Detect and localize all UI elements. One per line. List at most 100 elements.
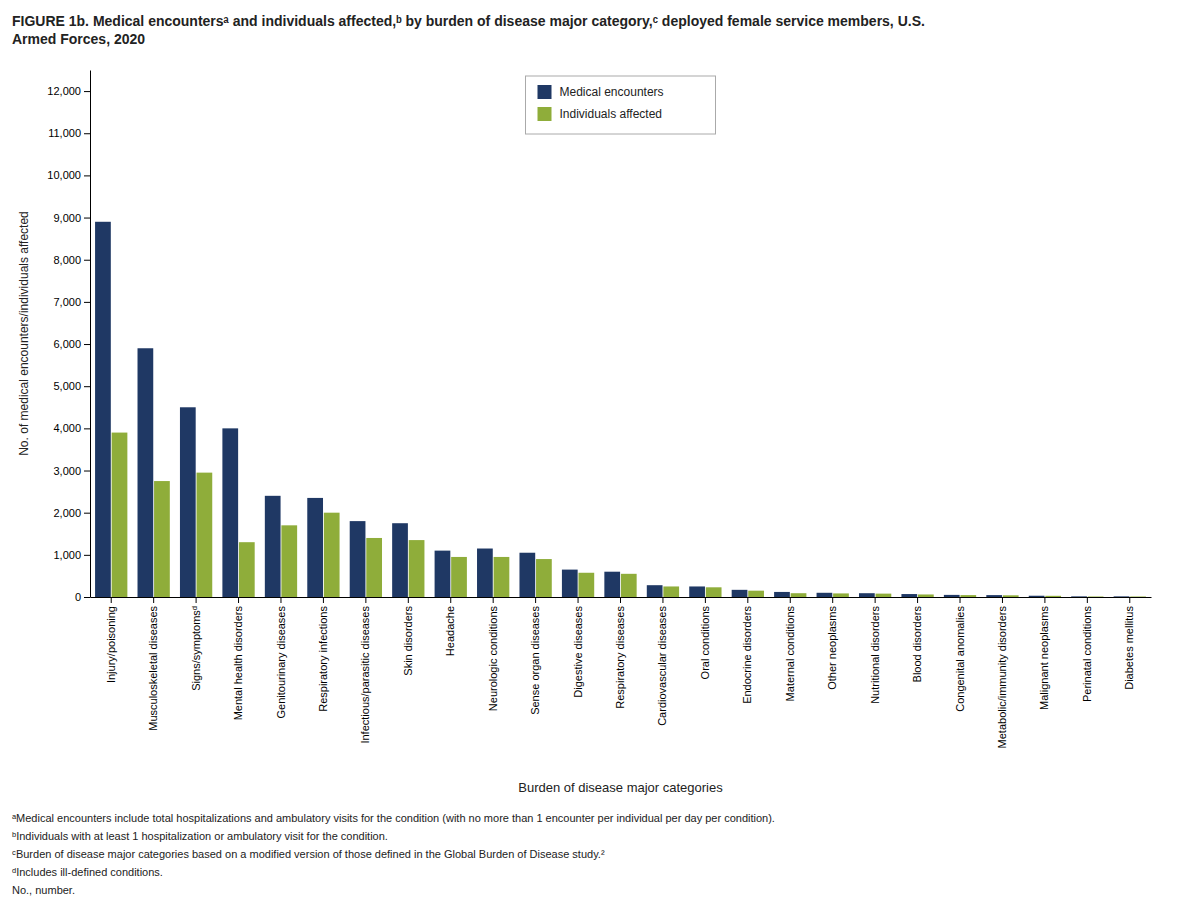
- x-tick: Maternal conditions: [784, 597, 796, 701]
- x-tick: Endocrine disorders: [741, 597, 753, 704]
- footnote: No., number.: [12, 884, 75, 896]
- bar: [1088, 596, 1104, 597]
- y-tick: 11,000: [48, 127, 90, 139]
- bar: [350, 521, 366, 597]
- y-tick-label: 3,000: [53, 465, 81, 477]
- bar: [986, 595, 1002, 597]
- bar: [519, 553, 535, 597]
- x-tick: Signs/symptomsᵈ: [190, 597, 202, 691]
- x-tick-label: Respiratory diseases: [614, 606, 626, 709]
- x-tick: Nutritional disorders: [869, 597, 881, 704]
- bar: [1071, 596, 1087, 597]
- bar: [265, 496, 281, 597]
- x-tick-label: Digestive diseases: [572, 606, 584, 698]
- y-tick: 4,000: [53, 422, 90, 434]
- x-tick-label: Genitourinary diseases: [275, 606, 287, 719]
- bar: [281, 525, 297, 597]
- x-tick: Skin disorders: [402, 597, 414, 676]
- bar: [562, 570, 578, 597]
- x-tick: Headache: [444, 597, 456, 656]
- y-tick-mark: [84, 386, 90, 387]
- y-tick-label: 2,000: [53, 507, 81, 519]
- x-tick-label: Congenital anomalies: [954, 606, 966, 712]
- y-tick-label: 0: [75, 591, 81, 603]
- x-tick-label: Other neoplasms: [826, 606, 838, 690]
- x-tick-mark: [875, 597, 876, 603]
- x-tick-mark: [1002, 597, 1003, 603]
- x-tick: Perinatal conditions: [1081, 597, 1093, 702]
- bar: [578, 573, 594, 597]
- x-tick: Neurologic conditions: [487, 597, 499, 711]
- x-tick: Mental health disorders: [232, 597, 244, 720]
- y-tick-label: 4,000: [53, 422, 81, 434]
- x-tick: Digestive diseases: [572, 597, 584, 698]
- x-tick-mark: [747, 597, 748, 603]
- y-tick-mark: [84, 555, 90, 556]
- x-tick-label: Injury/poisoning: [105, 606, 117, 683]
- bar: [859, 593, 875, 597]
- x-tick: Metabolic/immunity disorders: [996, 597, 1008, 748]
- y-tick: 5,000: [53, 380, 90, 392]
- x-tick-label: Nutritional disorders: [869, 606, 881, 704]
- x-tick-label: Neurologic conditions: [487, 606, 499, 712]
- x-tick-label: Maternal conditions: [784, 606, 796, 702]
- bar: [536, 559, 552, 597]
- bar-series: [112, 433, 1146, 597]
- bar: [604, 572, 620, 597]
- x-tick: Respiratory infections: [317, 597, 329, 712]
- bar: [647, 585, 663, 597]
- x-tick: Infectious/parasitic diseases: [359, 597, 371, 744]
- x-tick: Other neoplasms: [826, 597, 838, 690]
- y-tick-mark: [84, 471, 90, 472]
- y-tick: 2,000: [53, 507, 90, 519]
- x-tick-label: Mental health disorders: [232, 606, 244, 721]
- bar: [1003, 595, 1019, 597]
- bar: [901, 594, 917, 597]
- bar: [960, 595, 976, 597]
- bar: [307, 498, 323, 597]
- bar: [409, 540, 425, 597]
- bar: [791, 593, 807, 597]
- bar: [1114, 596, 1130, 597]
- x-tick-mark: [280, 597, 281, 603]
- x-tick-label: Metabolic/immunity disorders: [996, 606, 1008, 749]
- bar: [918, 594, 934, 597]
- x-tick-mark: [1044, 597, 1045, 603]
- y-tick-mark: [84, 175, 90, 176]
- legend-label: Medical encounters: [560, 85, 664, 99]
- x-tick-label: Sense organ diseases: [529, 606, 541, 715]
- legend-swatch: [538, 85, 552, 99]
- y-tick: 3,000: [53, 465, 90, 477]
- x-tick-mark: [832, 597, 833, 603]
- bar: [706, 587, 722, 597]
- y-tick: 8,000: [53, 254, 90, 266]
- x-tick: Blood disorders: [911, 597, 923, 682]
- x-tick-mark: [323, 597, 324, 603]
- x-tick-mark: [705, 597, 706, 603]
- bar: [1029, 596, 1045, 597]
- x-tick-label: Diabetes mellitus: [1123, 606, 1135, 690]
- x-tick-mark: [111, 597, 112, 603]
- footnote: ᶜBurden of disease major categories base…: [12, 848, 605, 860]
- bar-series: [95, 222, 1129, 597]
- bar: [180, 407, 196, 597]
- footnote: ᵈIncludes ill-defined conditions.: [12, 866, 163, 878]
- x-tick-mark: [450, 597, 451, 603]
- x-tick: Oral conditions: [699, 597, 711, 679]
- legend-label: Individuals affected: [560, 107, 663, 121]
- y-tick-label: 6,000: [53, 338, 81, 350]
- title: FIGURE 1b. Medical encountersᵃ and indiv…: [12, 13, 925, 47]
- y-tick: 6,000: [53, 338, 90, 350]
- x-tick: Congenital anomalies: [954, 597, 966, 712]
- x-axis-title: Burden of disease major categories: [518, 780, 723, 795]
- legend: Medical encounters Individuals affected: [526, 76, 716, 134]
- y-tick-label: 10,000: [47, 169, 81, 181]
- bar: [112, 433, 128, 597]
- bar: [324, 513, 340, 597]
- bar: [366, 538, 382, 597]
- y-tick-mark: [84, 428, 90, 429]
- y-tick-label: 12,000: [47, 85, 81, 97]
- x-tick-mark: [1087, 597, 1088, 603]
- y-tick-label: 11,000: [48, 127, 81, 139]
- x-tick-mark: [620, 597, 621, 603]
